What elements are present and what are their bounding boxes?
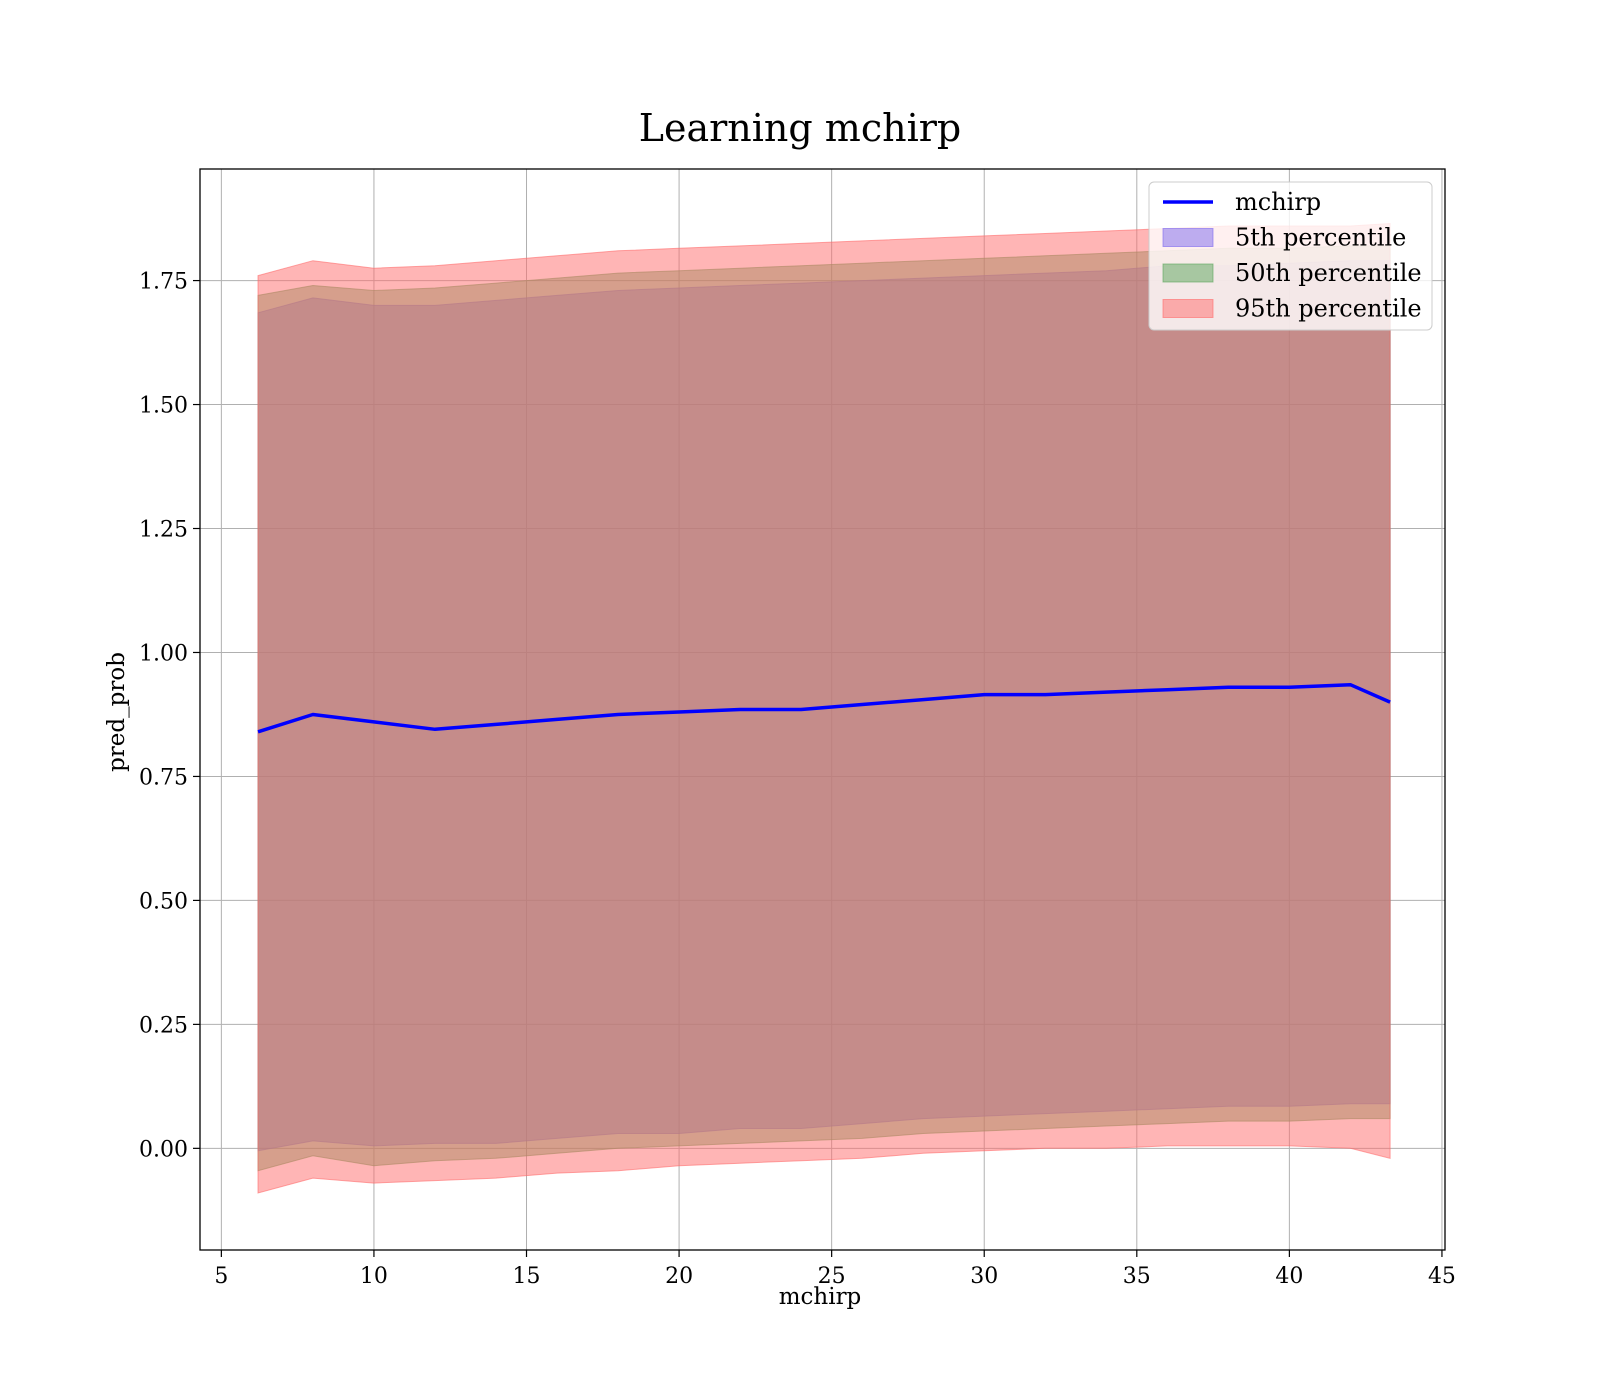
x-tick-label: 15 [513,1264,541,1289]
series-line-mchirp [257,682,1391,734]
y-tick-label: 1.75 [139,270,188,295]
y-tick-label: 0.75 [139,765,188,790]
x-axis-label: mchirp [779,1284,862,1310]
series-lines [257,682,1391,734]
legend-entry: mchirp [1235,188,1321,216]
legend-entry: 95th percentile [1235,295,1422,323]
y-tick-label: 1.50 [139,394,188,419]
y-axis-ticks: 0.00 0.25 0.50 0.75 1.00 1.25 1.50 1.75 [139,270,200,1162]
y-tick-label: 0.25 [139,1013,188,1038]
legend-patch-swatch [1162,263,1214,283]
plot-frame [199,168,1446,1251]
legend-entry: 5th percentile [1235,224,1406,252]
x-tick-label: 45 [1428,1264,1456,1289]
legend-patch-swatch [1162,299,1214,318]
legend-box [1148,181,1433,331]
x-axis-ticks: 5 10 15 20 25 30 35 40 45 [214,1250,1456,1289]
y-tick-label: 1.00 [139,641,188,666]
y-tick-label: 1.25 [139,518,188,543]
x-tick-label: 40 [1275,1264,1303,1289]
legend-entry: 50th percentile [1235,259,1422,287]
chart-title: Learning mchirp [639,106,961,150]
x-tick-label: 5 [214,1264,228,1289]
y-tick-label: 0.50 [139,889,188,914]
x-tick-label: 30 [970,1264,998,1289]
legend: mchirp 5th percentile 50th percentile 95th … [1148,181,1433,331]
y-tick-label: 0.00 [139,1137,188,1162]
y-axis-label: pred_prob [104,652,130,772]
x-tick-label: 20 [665,1264,693,1289]
x-tick-label: 25 [818,1264,846,1289]
x-tick-label: 10 [360,1264,388,1289]
legend-patch-swatch [1162,228,1214,247]
x-tick-label: 35 [1123,1264,1151,1289]
